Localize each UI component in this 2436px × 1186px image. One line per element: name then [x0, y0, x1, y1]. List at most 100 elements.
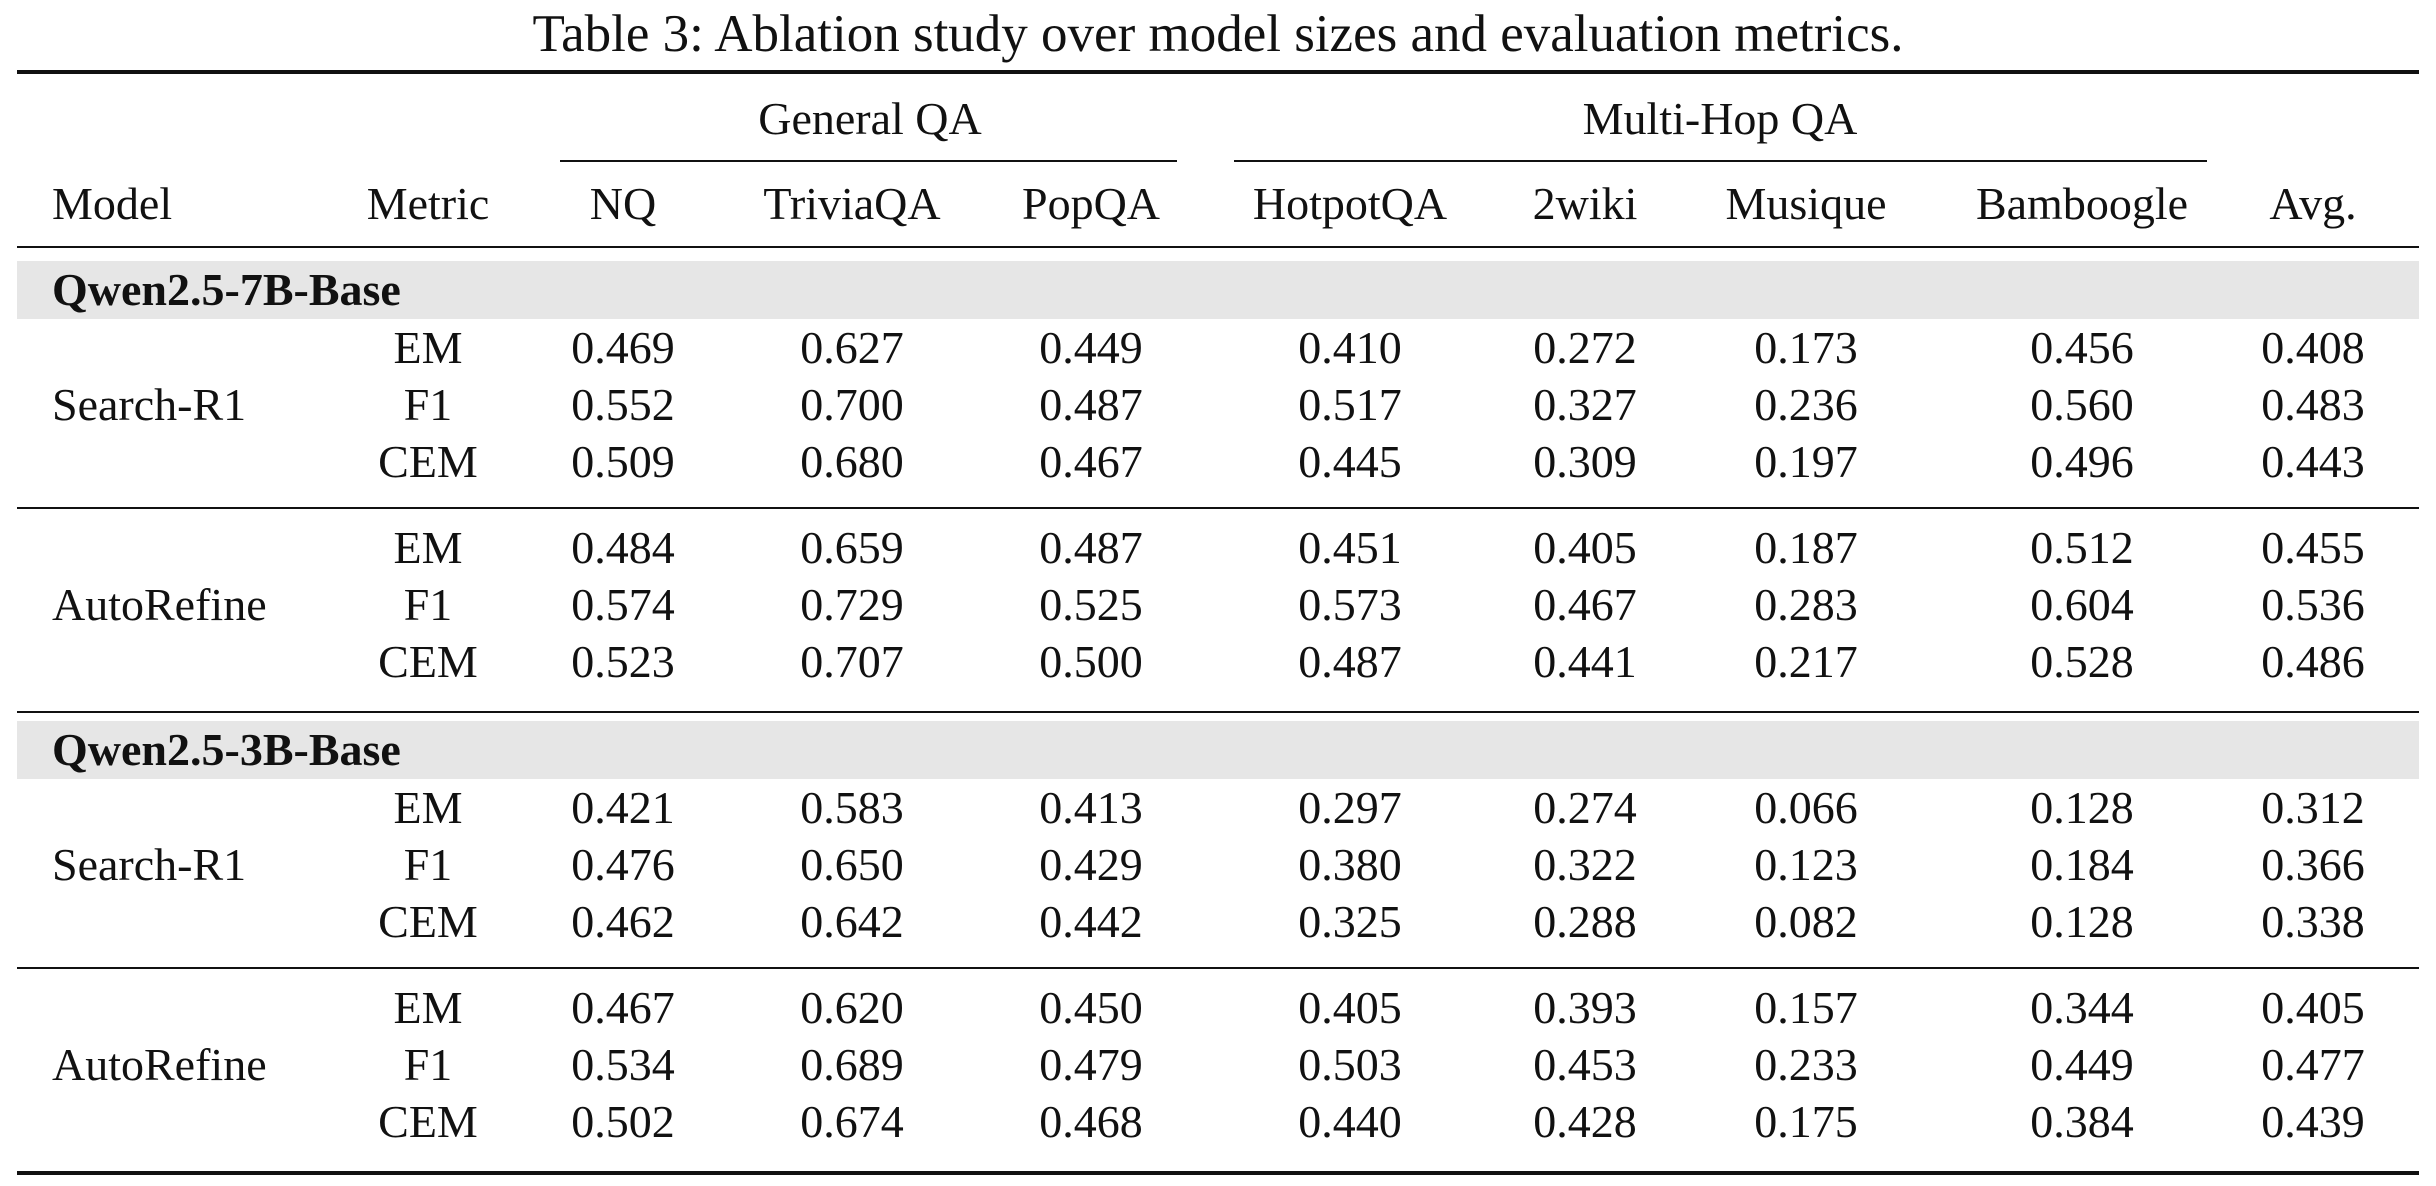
- value-cell-popqa: 0.525: [1039, 579, 1143, 630]
- value-cell-avg: 0.405: [2261, 982, 2365, 1033]
- value-cell-musique: 0.173: [1754, 322, 1858, 373]
- value-cell-musique: 0.175: [1754, 1096, 1858, 1147]
- value-cell-triviaqa: 0.729: [800, 579, 904, 630]
- value-cell-nq: 0.421: [571, 782, 675, 833]
- value-cell-nq: 0.469: [571, 322, 675, 373]
- value-cell-hotpotqa: 0.517: [1298, 379, 1402, 430]
- value-cell-bamboogle: 0.128: [2030, 782, 2134, 833]
- section-title: Qwen2.5-7B-Base: [52, 264, 401, 315]
- value-cell-musique: 0.233: [1754, 1039, 1858, 1090]
- value-cell-2wiki: 0.288: [1533, 896, 1637, 947]
- bottom-rule: [17, 1171, 2419, 1175]
- model-name-search-r1: Search-R1: [52, 839, 247, 890]
- value-cell-musique: 0.066: [1754, 782, 1858, 833]
- value-cell-2wiki: 0.274: [1533, 782, 1637, 833]
- value-cell-musique: 0.217: [1754, 636, 1858, 687]
- value-cell-nq: 0.484: [571, 522, 675, 573]
- value-cell-avg: 0.312: [2261, 782, 2365, 833]
- value-cell-triviaqa: 0.627: [800, 322, 904, 373]
- column-header-bamboogle: Bamboogle: [1975, 178, 2189, 229]
- value-cell-2wiki: 0.428: [1533, 1096, 1637, 1147]
- value-cell-nq: 0.502: [571, 1096, 675, 1147]
- value-cell-avg: 0.486: [2261, 636, 2365, 687]
- metric-label: CEM: [378, 636, 478, 687]
- value-cell-2wiki: 0.327: [1533, 379, 1637, 430]
- value-cell-bamboogle: 0.512: [2030, 522, 2134, 573]
- value-cell-triviaqa: 0.680: [800, 436, 904, 487]
- value-cell-musique: 0.283: [1754, 579, 1858, 630]
- value-cell-popqa: 0.449: [1039, 322, 1143, 373]
- value-cell-bamboogle: 0.344: [2030, 982, 2134, 1033]
- metric-label: F1: [403, 379, 453, 430]
- value-cell-2wiki: 0.441: [1533, 636, 1637, 687]
- metric-label: CEM: [378, 896, 478, 947]
- value-cell-bamboogle: 0.184: [2030, 839, 2134, 890]
- model-name-autorefine: AutoRefine: [52, 579, 267, 630]
- value-cell-hotpotqa: 0.503: [1298, 1039, 1402, 1090]
- value-cell-2wiki: 0.467: [1533, 579, 1637, 630]
- group-header-general-qa: General QA: [758, 93, 982, 144]
- value-cell-bamboogle: 0.449: [2030, 1039, 2134, 1090]
- value-cell-musique: 0.197: [1754, 436, 1858, 487]
- value-cell-hotpotqa: 0.297: [1298, 782, 1402, 833]
- group-header-multi-hop-qa: Multi-Hop QA: [1582, 93, 1858, 144]
- section-band: [17, 261, 2419, 319]
- value-cell-musique: 0.123: [1754, 839, 1858, 890]
- multi-hop-qa-underline: [1234, 160, 2207, 162]
- value-cell-triviaqa: 0.700: [800, 379, 904, 430]
- metric-label: EM: [393, 982, 463, 1033]
- value-cell-triviaqa: 0.659: [800, 522, 904, 573]
- value-cell-musique: 0.187: [1754, 522, 1858, 573]
- value-cell-avg: 0.455: [2261, 522, 2365, 573]
- column-header-musique: Musique: [1725, 178, 1887, 229]
- metric-label: EM: [393, 322, 463, 373]
- value-cell-avg: 0.408: [2261, 322, 2365, 373]
- column-header-metric: Metric: [366, 178, 490, 229]
- value-cell-bamboogle: 0.560: [2030, 379, 2134, 430]
- metric-label: CEM: [378, 436, 478, 487]
- metric-label: CEM: [378, 1096, 478, 1147]
- value-cell-hotpotqa: 0.325: [1298, 896, 1402, 947]
- value-cell-nq: 0.467: [571, 982, 675, 1033]
- value-cell-bamboogle: 0.456: [2030, 322, 2134, 373]
- metric-label: EM: [393, 782, 463, 833]
- value-cell-nq: 0.462: [571, 896, 675, 947]
- metric-label: F1: [403, 839, 453, 890]
- value-cell-avg: 0.477: [2261, 1039, 2365, 1090]
- value-cell-triviaqa: 0.642: [800, 896, 904, 947]
- block-separator-rule: [17, 711, 2419, 713]
- value-cell-popqa: 0.442: [1039, 896, 1143, 947]
- value-cell-2wiki: 0.393: [1533, 982, 1637, 1033]
- metric-label: EM: [393, 522, 463, 573]
- value-cell-2wiki: 0.309: [1533, 436, 1637, 487]
- value-cell-popqa: 0.468: [1039, 1096, 1143, 1147]
- value-cell-popqa: 0.500: [1039, 636, 1143, 687]
- value-cell-nq: 0.509: [571, 436, 675, 487]
- value-cell-bamboogle: 0.128: [2030, 896, 2134, 947]
- value-cell-avg: 0.443: [2261, 436, 2365, 487]
- column-header-model: Model: [52, 178, 173, 229]
- column-header-avg: Avg.: [2269, 178, 2357, 229]
- value-cell-2wiki: 0.272: [1533, 322, 1637, 373]
- block-separator-rule: [17, 967, 2419, 969]
- header-rule: [17, 246, 2419, 248]
- column-header-2wiki: 2wiki: [1532, 178, 1638, 229]
- column-header-hotpotqa: HotpotQA: [1252, 178, 1448, 229]
- value-cell-hotpotqa: 0.440: [1298, 1096, 1402, 1147]
- table-caption: Table 3: Ablation study over model sizes…: [532, 5, 1904, 63]
- value-cell-popqa: 0.413: [1039, 782, 1143, 833]
- value-cell-nq: 0.552: [571, 379, 675, 430]
- value-cell-popqa: 0.467: [1039, 436, 1143, 487]
- value-cell-avg: 0.366: [2261, 839, 2365, 890]
- value-cell-hotpotqa: 0.410: [1298, 322, 1402, 373]
- value-cell-triviaqa: 0.707: [800, 636, 904, 687]
- value-cell-bamboogle: 0.496: [2030, 436, 2134, 487]
- value-cell-2wiki: 0.453: [1533, 1039, 1637, 1090]
- value-cell-avg: 0.536: [2261, 579, 2365, 630]
- value-cell-avg: 0.338: [2261, 896, 2365, 947]
- metric-label: F1: [403, 579, 453, 630]
- value-cell-hotpotqa: 0.380: [1298, 839, 1402, 890]
- value-cell-triviaqa: 0.583: [800, 782, 904, 833]
- value-cell-bamboogle: 0.528: [2030, 636, 2134, 687]
- value-cell-2wiki: 0.322: [1533, 839, 1637, 890]
